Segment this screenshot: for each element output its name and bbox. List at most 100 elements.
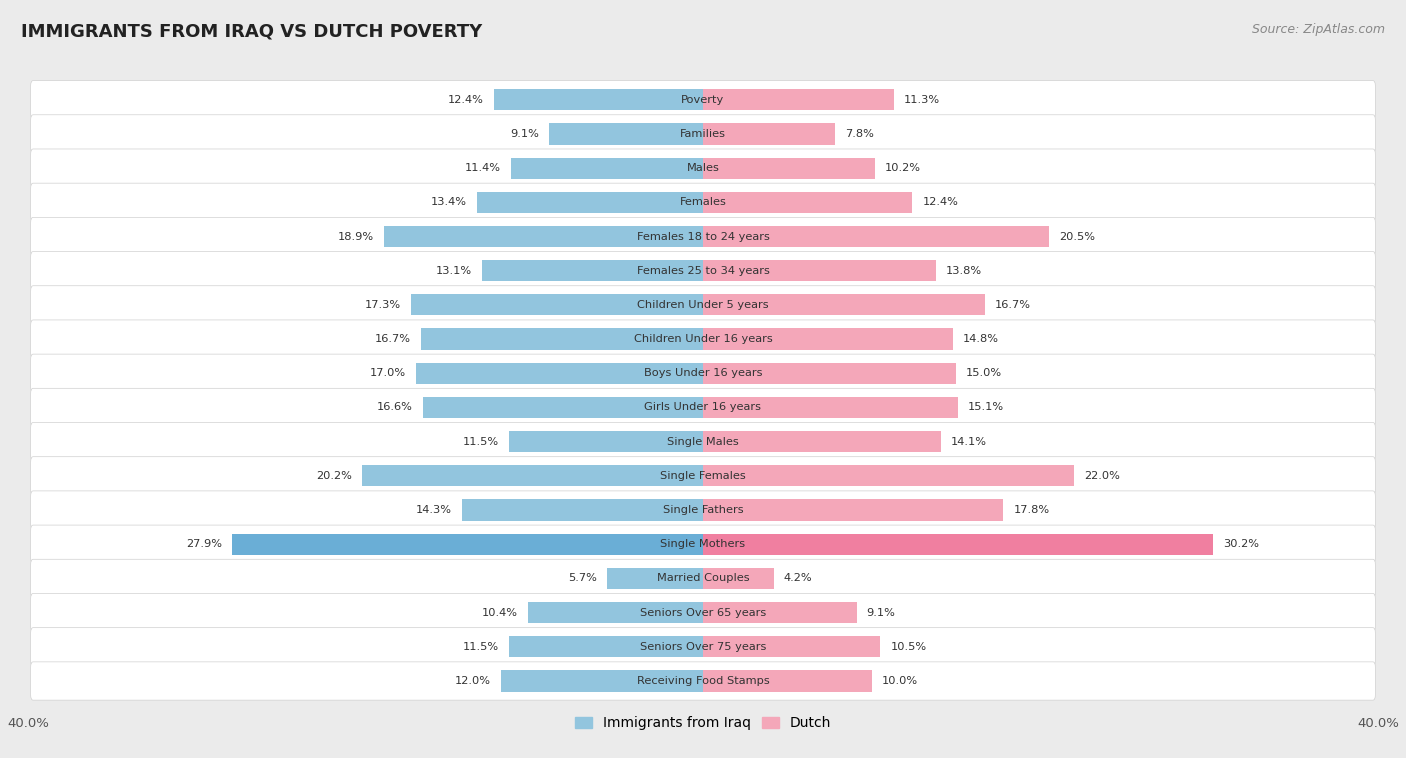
Bar [416, 362, 703, 384]
Bar [703, 670, 872, 691]
FancyBboxPatch shape [31, 183, 1375, 221]
Text: Single Males: Single Males [666, 437, 740, 446]
Bar [477, 192, 703, 213]
Bar [703, 397, 957, 418]
Bar [703, 602, 856, 623]
Text: 11.5%: 11.5% [463, 642, 499, 652]
Bar [501, 670, 703, 691]
Bar [411, 294, 703, 315]
FancyBboxPatch shape [31, 320, 1375, 359]
Bar [607, 568, 703, 589]
Text: 12.0%: 12.0% [454, 676, 491, 686]
Text: IMMIGRANTS FROM IRAQ VS DUTCH POVERTY: IMMIGRANTS FROM IRAQ VS DUTCH POVERTY [21, 23, 482, 41]
Text: Seniors Over 65 years: Seniors Over 65 years [640, 608, 766, 618]
Text: 16.6%: 16.6% [377, 402, 413, 412]
FancyBboxPatch shape [31, 491, 1375, 529]
Text: Females 18 to 24 years: Females 18 to 24 years [637, 231, 769, 242]
Bar [703, 568, 773, 589]
Bar [422, 328, 703, 349]
FancyBboxPatch shape [31, 286, 1375, 324]
Text: 9.1%: 9.1% [866, 608, 896, 618]
Bar [509, 636, 703, 657]
Bar [703, 260, 936, 281]
FancyBboxPatch shape [31, 525, 1375, 563]
FancyBboxPatch shape [31, 422, 1375, 461]
Bar [510, 158, 703, 179]
Text: 27.9%: 27.9% [186, 539, 222, 550]
Bar [703, 294, 984, 315]
Text: 11.5%: 11.5% [463, 437, 499, 446]
Bar [703, 465, 1074, 487]
Bar [703, 500, 1004, 521]
FancyBboxPatch shape [31, 662, 1375, 700]
FancyBboxPatch shape [31, 218, 1375, 255]
Bar [703, 158, 875, 179]
Bar [703, 362, 956, 384]
FancyBboxPatch shape [31, 559, 1375, 597]
Text: Boys Under 16 years: Boys Under 16 years [644, 368, 762, 378]
FancyBboxPatch shape [31, 457, 1375, 495]
FancyBboxPatch shape [31, 114, 1375, 153]
Bar [509, 431, 703, 453]
FancyBboxPatch shape [31, 388, 1375, 427]
Text: Seniors Over 75 years: Seniors Over 75 years [640, 642, 766, 652]
FancyBboxPatch shape [31, 628, 1375, 666]
Bar [232, 534, 703, 555]
Text: 16.7%: 16.7% [995, 300, 1031, 310]
Text: Males: Males [686, 163, 720, 173]
Text: 14.3%: 14.3% [416, 505, 451, 515]
Legend: Immigrants from Iraq, Dutch: Immigrants from Iraq, Dutch [569, 711, 837, 736]
FancyBboxPatch shape [31, 594, 1375, 631]
FancyBboxPatch shape [31, 354, 1375, 393]
Text: Girls Under 16 years: Girls Under 16 years [644, 402, 762, 412]
Bar [703, 534, 1212, 555]
Text: Single Females: Single Females [661, 471, 745, 481]
Text: 4.2%: 4.2% [785, 574, 813, 584]
Text: Children Under 5 years: Children Under 5 years [637, 300, 769, 310]
Text: Source: ZipAtlas.com: Source: ZipAtlas.com [1251, 23, 1385, 36]
Bar [703, 328, 953, 349]
Text: Children Under 16 years: Children Under 16 years [634, 334, 772, 344]
Text: 18.9%: 18.9% [337, 231, 374, 242]
Bar [384, 226, 703, 247]
Bar [363, 465, 703, 487]
Text: 5.7%: 5.7% [568, 574, 596, 584]
Text: 10.5%: 10.5% [890, 642, 927, 652]
Text: 10.2%: 10.2% [886, 163, 921, 173]
Text: 30.2%: 30.2% [1223, 539, 1258, 550]
Text: 15.1%: 15.1% [967, 402, 1004, 412]
Text: 10.0%: 10.0% [882, 676, 918, 686]
Text: 17.3%: 17.3% [366, 300, 401, 310]
Text: 17.0%: 17.0% [370, 368, 406, 378]
Text: Families: Families [681, 129, 725, 139]
Bar [703, 89, 894, 111]
Bar [423, 397, 703, 418]
Text: 14.8%: 14.8% [963, 334, 998, 344]
Text: Females: Females [679, 197, 727, 207]
Bar [527, 602, 703, 623]
Bar [703, 226, 1049, 247]
FancyBboxPatch shape [31, 80, 1375, 119]
Text: Poverty: Poverty [682, 95, 724, 105]
FancyBboxPatch shape [31, 252, 1375, 290]
Text: 20.5%: 20.5% [1059, 231, 1095, 242]
Bar [703, 124, 835, 145]
Bar [703, 431, 941, 453]
Text: 12.4%: 12.4% [447, 95, 484, 105]
Text: Females 25 to 34 years: Females 25 to 34 years [637, 266, 769, 276]
Text: 15.0%: 15.0% [966, 368, 1002, 378]
Bar [703, 192, 912, 213]
Text: 13.1%: 13.1% [436, 266, 472, 276]
Text: 20.2%: 20.2% [316, 471, 352, 481]
Bar [494, 89, 703, 111]
Text: 11.3%: 11.3% [904, 95, 939, 105]
Text: 14.1%: 14.1% [950, 437, 987, 446]
Text: 12.4%: 12.4% [922, 197, 959, 207]
Bar [550, 124, 703, 145]
Text: 10.4%: 10.4% [481, 608, 517, 618]
Text: Receiving Food Stamps: Receiving Food Stamps [637, 676, 769, 686]
Text: 7.8%: 7.8% [845, 129, 873, 139]
Text: Single Mothers: Single Mothers [661, 539, 745, 550]
Text: 22.0%: 22.0% [1084, 471, 1121, 481]
Bar [461, 500, 703, 521]
